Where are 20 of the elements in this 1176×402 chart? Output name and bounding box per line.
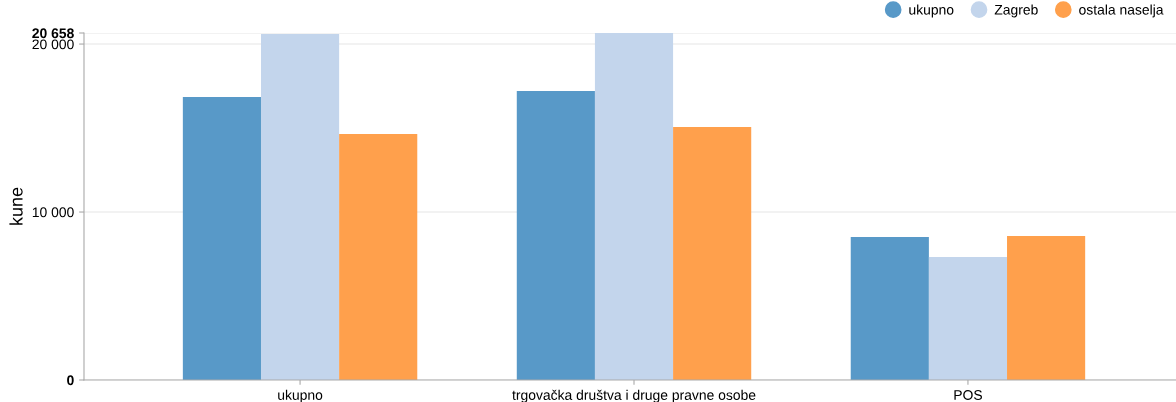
bar xyxy=(594,33,674,380)
bar xyxy=(928,257,1008,380)
bar xyxy=(339,134,418,380)
y-tick-label: 10 000 xyxy=(32,207,74,218)
y-tick-label: 0 xyxy=(67,375,74,386)
y-tick-label: 20 000 xyxy=(32,39,74,50)
legend-label: Zagreb xyxy=(994,4,1038,18)
y-tick-label: 20 658 xyxy=(32,28,74,39)
y-axis-title: kune xyxy=(9,187,23,225)
x-tick-label: trgovačka društva i druge pravne osobe xyxy=(512,389,756,402)
legend-label: ostala naselja xyxy=(1079,4,1164,18)
x-tick-label: POS xyxy=(954,390,982,400)
bar xyxy=(260,33,340,380)
bar xyxy=(850,237,929,380)
x-tick-label: ukupno xyxy=(278,389,323,402)
bar xyxy=(182,96,261,380)
bar xyxy=(673,127,752,380)
bar xyxy=(516,91,595,380)
bar xyxy=(1007,236,1086,380)
legend-label: ukupno xyxy=(909,4,954,18)
